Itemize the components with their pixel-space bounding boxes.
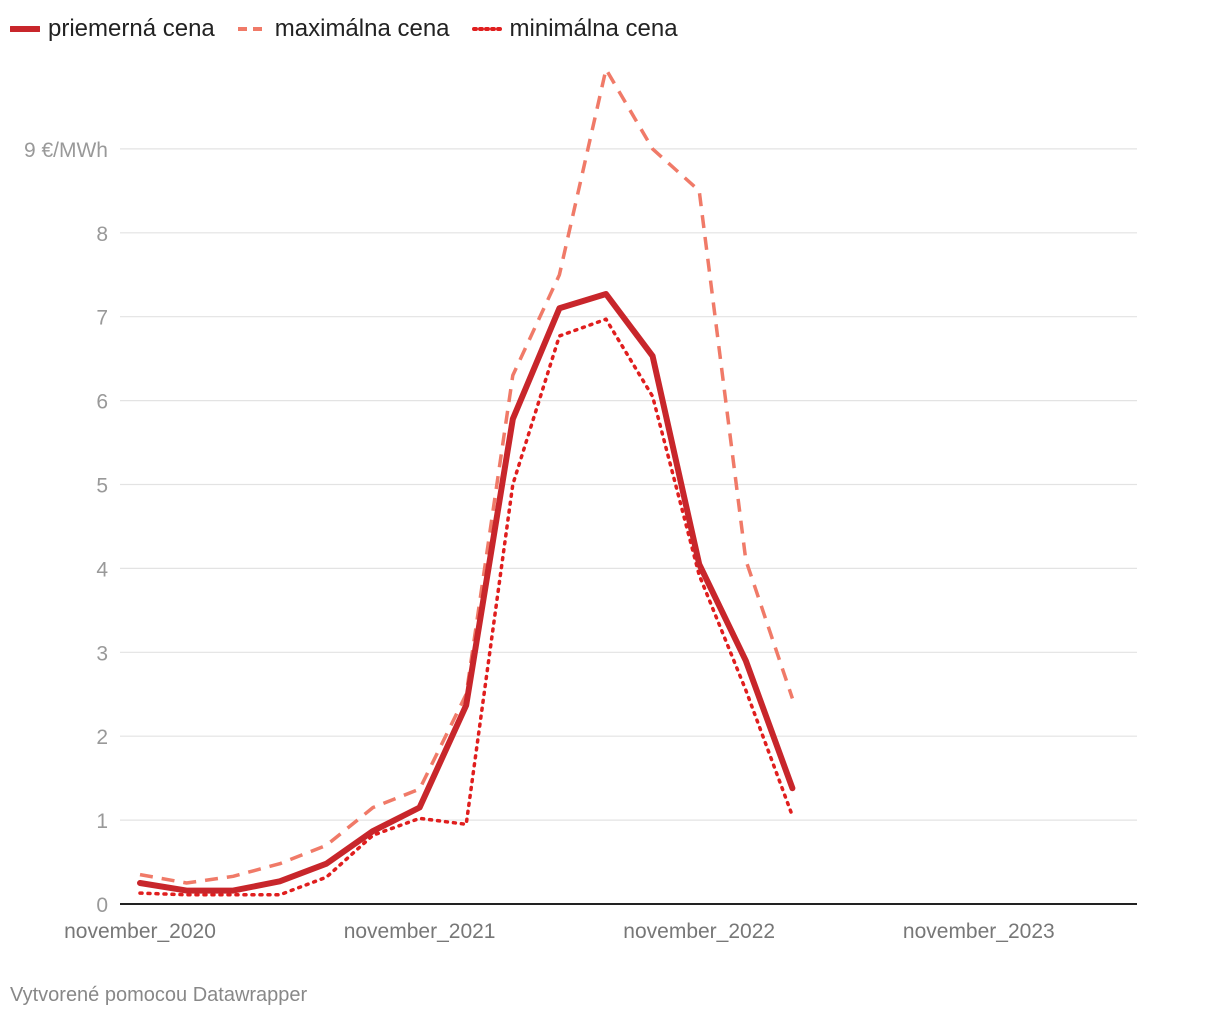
legend-swatch-min [471, 27, 502, 31]
legend-item-max: maximálna cena [237, 15, 450, 43]
legend-label-max: maximálna cena [274, 15, 450, 42]
series-line-1 [139, 67, 795, 885]
y-tick-label-5: 5 [96, 475, 108, 498]
y-tick-label-9: 9 €/MWh [24, 139, 108, 162]
series-line-0 [137, 291, 796, 894]
x-tick-label-1: november_2021 [344, 920, 496, 943]
y-tick-label-2: 2 [96, 726, 108, 749]
legend-swatch-max [237, 27, 266, 31]
x-tick-label-3: november_2023 [903, 920, 1055, 943]
x-tick-label-0: november_2020 [64, 920, 216, 943]
footer-credit: Vytvorené pomocou Datawrapper [10, 984, 308, 1006]
legend-label-average: priemerná cena [48, 15, 215, 42]
legend-item-average: priemerná cena [10, 15, 215, 43]
y-tick-label-0: 0 [96, 894, 108, 917]
legend-label-min: minimálna cena [509, 15, 678, 42]
y-tick-label-7: 7 [96, 307, 108, 330]
y-tick-label-6: 6 [96, 391, 108, 414]
y-tick-label-4: 4 [96, 558, 108, 581]
plot-area: 0 1 2 3 4 5 6 7 8 9 €/MWh november_2020 november_20… [24, 67, 1137, 943]
y-tick-label-3: 3 [96, 642, 108, 665]
x-tick-label-2: november_2022 [623, 920, 775, 943]
legend-item-min: minimálna cena [471, 15, 678, 43]
y-tick-label-8: 8 [96, 223, 108, 246]
y-tick-label-1: 1 [96, 810, 108, 833]
legend-swatch-average [10, 26, 40, 32]
legend: priemerná cena maximálna cena minimálna … [10, 14, 678, 44]
series-line-2 [138, 317, 795, 897]
